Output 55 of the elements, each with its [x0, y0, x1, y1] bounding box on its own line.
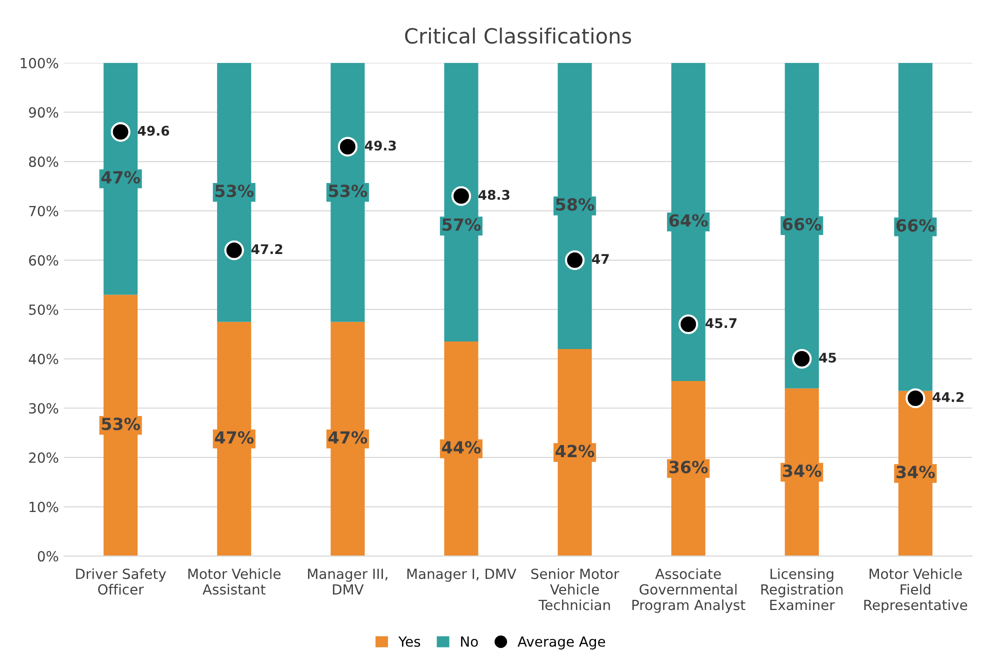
y-tick-label: 70%	[29, 206, 58, 216]
x-tick-label: Driver Safety Officer	[76, 568, 166, 595]
data-label: 53%	[215, 184, 254, 198]
data-label: 58%	[556, 198, 594, 211]
point	[224, 240, 244, 260]
data-label: 34%	[896, 466, 935, 478]
y-tick-label: 50%	[29, 304, 58, 315]
data-label: 36%	[669, 460, 708, 474]
data-label: 66%	[782, 218, 822, 230]
x-tick-label: Motor Vehicle Assistant	[188, 568, 281, 595]
x-tick-label: Motor Vehicle Field Representative	[864, 568, 968, 613]
data-label: 42%	[556, 444, 594, 458]
point	[338, 136, 358, 157]
data-label: 45.7	[706, 318, 736, 328]
data-label: 47%	[328, 431, 368, 444]
x-tick-label: Manager I, DMV	[407, 568, 516, 582]
y-tick-label: 10%	[30, 502, 58, 512]
data-label: 49.6	[138, 126, 170, 136]
legend-label: Average Age	[518, 636, 606, 650]
y-tick-label: 30%	[29, 403, 58, 414]
data-label: 47	[592, 254, 609, 264]
legend-label: Yes	[398, 636, 420, 647]
point	[451, 186, 472, 206]
data-label: 47%	[101, 171, 140, 184]
y-tick-label: 90%	[28, 107, 58, 118]
point	[564, 250, 585, 270]
x-tick-label: Licensing Registration Examiner	[761, 568, 843, 610]
y-tick-label: 0%	[38, 551, 58, 562]
data-label: 47%	[214, 431, 254, 444]
x-tick-label: Senior Motor Vehicle Technician	[531, 568, 620, 610]
data-label: 64%	[669, 214, 708, 227]
y-tick-label: 80%	[29, 156, 58, 167]
x-tick-label: Associate Governmental Program Analyst	[632, 568, 746, 613]
data-label: 44.2	[932, 392, 964, 402]
y-tick-label: 60%	[29, 255, 58, 266]
y-tick-label: 40%	[28, 354, 58, 364]
point	[110, 122, 130, 142]
data-label: 44%	[442, 441, 481, 454]
data-label: 66%	[896, 219, 935, 232]
x-tick-label: Manager III, DMV	[308, 568, 388, 594]
data-label: 53%	[102, 418, 140, 430]
point	[792, 348, 812, 369]
point	[678, 314, 698, 334]
data-label: 48.3	[478, 190, 510, 200]
data-label: 45	[819, 352, 836, 363]
y-tick-label: 20%	[29, 452, 58, 463]
data-label: 49.3	[364, 140, 396, 151]
legend-label: No	[461, 636, 478, 647]
chart-title: Critical Classifications	[405, 28, 632, 44]
y-tick-label: 100%	[20, 58, 58, 68]
data-label: 47.2	[251, 244, 282, 254]
point	[906, 388, 926, 408]
data-label: 57%	[442, 218, 481, 231]
data-label: 53%	[329, 184, 368, 198]
data-label: 34%	[783, 464, 822, 478]
